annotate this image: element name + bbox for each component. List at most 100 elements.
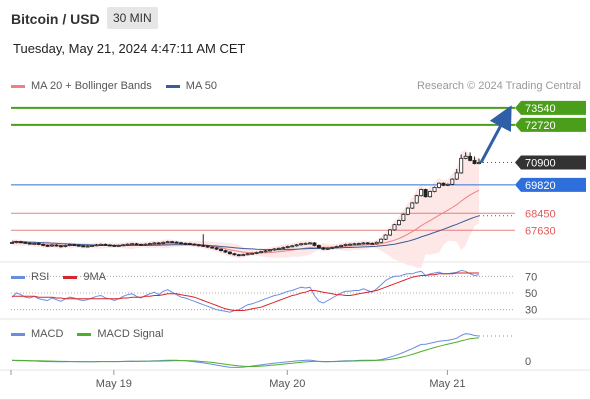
price-tags-layer: 73540 72720 70900 69820 68450 67630 bbox=[515, 100, 586, 237]
candle-body bbox=[121, 244, 126, 247]
candle bbox=[116, 244, 121, 247]
candle bbox=[414, 194, 419, 204]
candle bbox=[187, 242, 192, 246]
candle-body bbox=[14, 241, 19, 244]
candle-body bbox=[414, 195, 419, 204]
candle-body bbox=[179, 242, 183, 245]
candle bbox=[67, 243, 72, 247]
rsi-legend: RSI 9MA bbox=[11, 271, 120, 283]
candle bbox=[343, 243, 348, 247]
price-tag-label: 69820 bbox=[525, 180, 556, 192]
candle bbox=[285, 245, 290, 249]
candle-body bbox=[241, 254, 246, 256]
candle bbox=[58, 245, 63, 248]
candle bbox=[183, 242, 188, 245]
legend-swatch bbox=[165, 84, 180, 88]
price-tag-label: 67630 bbox=[525, 225, 556, 237]
macd-panel: 0 bbox=[11, 333, 531, 368]
candle bbox=[210, 246, 215, 249]
candle-body bbox=[219, 248, 223, 252]
candle-body bbox=[223, 250, 228, 253]
candle bbox=[14, 240, 19, 244]
candle-body bbox=[321, 247, 326, 250]
legend-item-rsi-9ma: 9MA bbox=[63, 271, 106, 283]
candle-body bbox=[152, 242, 157, 245]
candle bbox=[348, 243, 352, 246]
candle bbox=[294, 243, 299, 247]
candle bbox=[214, 247, 219, 250]
candle bbox=[236, 253, 241, 257]
timestamp: Tuesday, May 21, 2024 4:47:11 AM CET bbox=[13, 41, 246, 56]
candles-layer bbox=[10, 152, 481, 257]
candle-body bbox=[401, 213, 406, 221]
price-tag-label: 72720 bbox=[525, 120, 556, 132]
legend-item-ma20: MA 20 + Bollinger Bands bbox=[11, 80, 152, 92]
candle bbox=[32, 242, 37, 245]
legend-item-macd: MACD bbox=[11, 328, 63, 340]
candle bbox=[107, 244, 112, 247]
candle-body bbox=[468, 155, 473, 161]
candle bbox=[72, 243, 77, 247]
candle-body bbox=[419, 189, 424, 197]
candle bbox=[312, 242, 317, 247]
legend-swatch bbox=[63, 275, 78, 279]
candle-body bbox=[103, 243, 108, 246]
candle-body bbox=[174, 241, 179, 244]
price-tag-69820: 69820 bbox=[515, 177, 586, 192]
candle-body bbox=[396, 220, 401, 226]
candle-body bbox=[72, 244, 77, 246]
candle-body bbox=[156, 242, 161, 245]
candle bbox=[130, 242, 135, 246]
main-legend: MA 20 + Bollinger Bands MA 50 bbox=[11, 80, 231, 92]
candle bbox=[125, 243, 130, 246]
candle bbox=[170, 240, 175, 244]
candle bbox=[370, 242, 375, 245]
candle bbox=[392, 223, 397, 231]
candle-body bbox=[32, 242, 37, 245]
candle-body bbox=[90, 245, 95, 247]
candle-body bbox=[388, 229, 393, 236]
interval-badge[interactable]: 30 MIN bbox=[107, 7, 158, 29]
candle bbox=[361, 242, 366, 245]
candle-body bbox=[348, 243, 352, 246]
candle bbox=[423, 188, 428, 198]
candle-body bbox=[210, 246, 215, 249]
candle bbox=[196, 243, 201, 247]
moving-averages-layer bbox=[11, 189, 515, 254]
candle bbox=[352, 242, 357, 246]
candle-body bbox=[134, 243, 139, 246]
candle-body bbox=[161, 241, 166, 244]
rsi-tick-50: 50 bbox=[525, 288, 537, 300]
candle bbox=[192, 243, 197, 246]
legend-label: MA 20 + Bollinger Bands bbox=[31, 80, 152, 92]
candle bbox=[428, 190, 433, 198]
candle bbox=[405, 207, 410, 216]
price-tag-bg bbox=[515, 100, 586, 115]
candle bbox=[396, 219, 401, 226]
price-tag-70900: 70900 bbox=[515, 155, 586, 170]
candle-body bbox=[147, 243, 152, 245]
candle bbox=[143, 243, 148, 246]
candle-body bbox=[352, 243, 357, 246]
legend-label: MA 50 bbox=[185, 80, 217, 92]
candle bbox=[205, 245, 210, 248]
candle-body bbox=[259, 251, 264, 254]
candle bbox=[45, 244, 50, 247]
candle bbox=[299, 242, 304, 246]
candle-body bbox=[143, 243, 148, 246]
candle-body bbox=[45, 245, 50, 247]
candle bbox=[281, 246, 286, 250]
candle bbox=[227, 251, 232, 255]
candle bbox=[179, 241, 183, 245]
candle-body bbox=[54, 244, 59, 247]
candle-body bbox=[343, 243, 348, 246]
candle bbox=[254, 251, 259, 255]
candle-body bbox=[205, 245, 210, 248]
candle bbox=[268, 249, 272, 252]
candle-body bbox=[339, 245, 344, 247]
candle-body bbox=[374, 241, 379, 245]
macd-signal-line bbox=[11, 337, 480, 368]
candle bbox=[308, 242, 312, 245]
rsi-tick-70: 70 bbox=[525, 271, 537, 283]
